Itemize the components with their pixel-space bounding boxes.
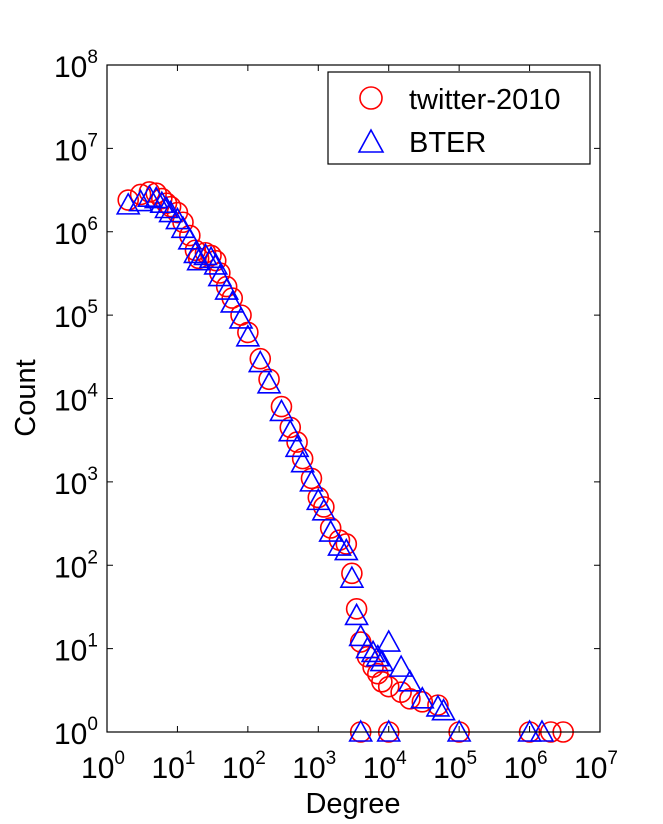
data-point <box>399 688 421 710</box>
x-tick-label: 104 <box>363 748 407 785</box>
y-tick-label: 104 <box>54 381 98 418</box>
data-point <box>179 224 201 247</box>
data-point <box>137 184 162 207</box>
data-point <box>529 719 555 742</box>
data-point <box>149 190 175 214</box>
data-point <box>371 671 393 693</box>
data-point <box>333 537 359 561</box>
x-tick-label: 105 <box>433 748 477 785</box>
data-point <box>249 347 272 370</box>
data-point <box>128 188 153 212</box>
data-point <box>193 242 218 266</box>
data-point <box>269 398 294 422</box>
data-point <box>318 519 344 542</box>
data-point <box>348 623 374 647</box>
series-1 <box>115 184 555 742</box>
data-point <box>207 263 233 287</box>
data-point <box>377 675 400 698</box>
data-point <box>198 245 224 269</box>
data-point <box>277 419 303 442</box>
data-point <box>258 368 280 391</box>
data-point <box>170 215 196 239</box>
legend: twitter-2010 BTER <box>327 71 591 165</box>
data-point <box>299 469 324 492</box>
y-tick-label: 100 <box>54 714 98 751</box>
y-tick-label: 103 <box>54 464 98 501</box>
data-point <box>431 698 456 721</box>
data-point <box>388 654 414 677</box>
data-point <box>228 306 254 329</box>
data-point <box>345 598 368 620</box>
y-tick-label: 105 <box>54 297 98 334</box>
data-point <box>341 562 363 585</box>
data-point <box>335 533 358 555</box>
y-tick-label: 101 <box>54 631 98 668</box>
data-point <box>425 694 451 717</box>
data-point <box>151 187 173 210</box>
data-point <box>235 324 261 347</box>
legend-box <box>327 71 591 165</box>
legend-label-bter: BTER <box>409 127 486 159</box>
data-point <box>339 565 365 588</box>
data-point <box>446 719 472 742</box>
data-point <box>117 189 140 211</box>
x-tick-label: 101 <box>151 748 195 785</box>
x-tick-label: 107 <box>574 748 618 785</box>
x-tick-label: 102 <box>222 748 266 785</box>
y-tick-label: 107 <box>54 130 98 167</box>
data-point <box>397 669 423 692</box>
data-point <box>327 533 352 556</box>
data-point <box>256 371 282 394</box>
legend-marker-triangle <box>357 128 385 153</box>
data-point <box>247 349 273 373</box>
data-point <box>284 434 310 458</box>
data-point <box>237 321 259 344</box>
data-point <box>517 719 542 742</box>
data-point <box>376 629 402 652</box>
legend-label-twitter-2010: twitter-2010 <box>409 84 561 116</box>
data-point <box>143 185 169 209</box>
data-point <box>129 183 152 206</box>
data-point <box>214 277 240 300</box>
data-point <box>409 686 435 709</box>
y-tick-label: 102 <box>54 547 98 584</box>
data-point <box>290 450 316 473</box>
data-point <box>291 447 314 470</box>
x-tick-label: 100 <box>81 748 125 785</box>
data-point <box>154 195 179 219</box>
y-tick-label: 108 <box>54 47 98 84</box>
data-point <box>369 648 395 672</box>
data-point <box>311 498 337 521</box>
y-tick-label: 106 <box>54 214 98 251</box>
y-axis-title: Count <box>10 359 42 436</box>
data-point <box>313 496 335 518</box>
data-point <box>219 290 245 313</box>
data-point <box>376 719 402 742</box>
x-axis-title: Degree <box>305 788 400 820</box>
data-point <box>270 395 293 418</box>
legend-marker-circle <box>359 86 383 110</box>
tick-layer: 100 101 102 103 104 105 106 107 100 101 102 103 104 1… <box>54 47 618 785</box>
series-layer <box>115 181 574 743</box>
x-tick-label: 103 <box>292 748 336 785</box>
x-tick-label: 106 <box>504 748 548 785</box>
data-point <box>411 691 434 713</box>
data-point <box>365 644 391 667</box>
data-point <box>344 602 369 626</box>
data-point <box>355 635 380 659</box>
data-point <box>319 517 342 539</box>
data-point <box>177 227 203 250</box>
data-point <box>348 719 374 742</box>
